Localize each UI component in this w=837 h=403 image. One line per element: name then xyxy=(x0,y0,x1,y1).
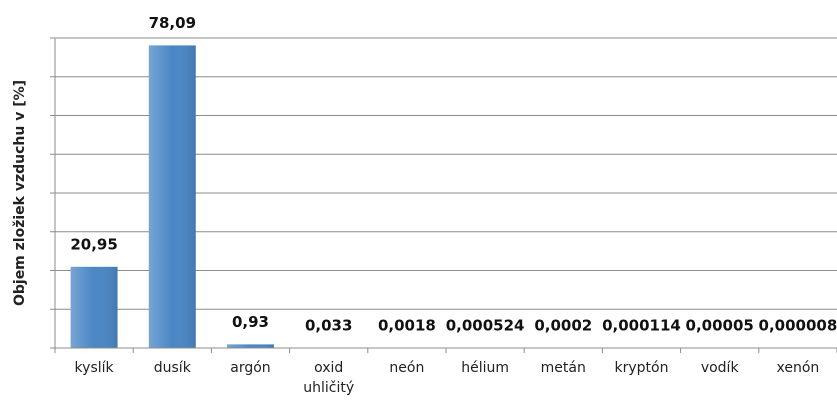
x-tick-label: dusík xyxy=(153,360,191,376)
value-label: 0,0018 xyxy=(378,316,436,334)
value-label: 20,95 xyxy=(70,235,117,253)
value-label: 0,000114 xyxy=(602,316,681,334)
bar-shade xyxy=(70,266,118,348)
value-label: 0,000524 xyxy=(446,316,525,334)
value-label: 0,93 xyxy=(232,313,269,331)
value-label: 0,033 xyxy=(305,316,352,334)
x-tick-label: hélium xyxy=(461,360,509,376)
x-tick-label: oxid uhličitý xyxy=(303,360,355,396)
x-tick-label: vodík xyxy=(700,360,739,376)
x-tick-label: metán xyxy=(540,360,586,376)
x-tick-label: xenón xyxy=(776,360,820,376)
bar-shade xyxy=(148,45,196,349)
bar-shade xyxy=(227,344,274,348)
value-label: 0,00005 xyxy=(686,316,754,334)
x-tick-label: kyslík xyxy=(74,360,114,376)
value-label: 0,000008 xyxy=(759,316,837,334)
x-tick-label: argón xyxy=(230,360,271,376)
x-tick-label: kryptón xyxy=(614,360,669,376)
x-tick-label: neón xyxy=(389,360,425,376)
value-label: 78,09 xyxy=(149,14,196,32)
value-label: 0,0002 xyxy=(534,316,592,334)
y-axis-label: Objem zložiek vzduchu v [%] xyxy=(12,80,28,306)
